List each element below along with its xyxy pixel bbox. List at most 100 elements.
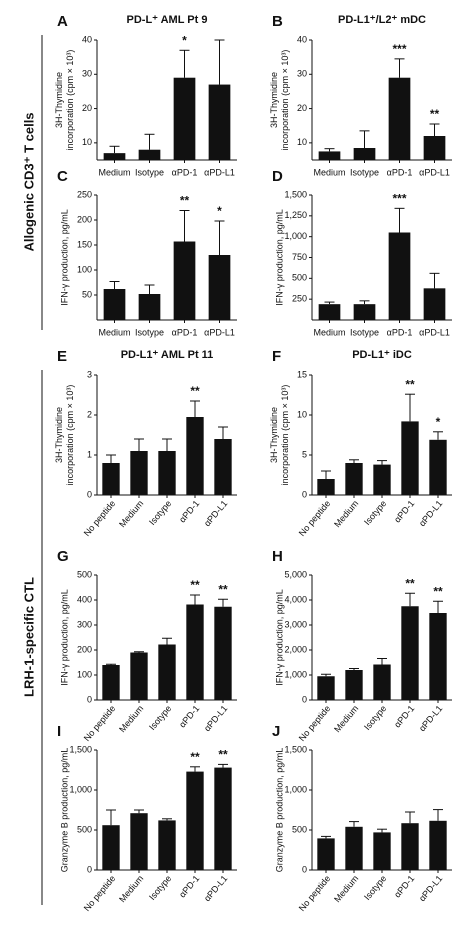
panel-letter: H <box>272 548 283 565</box>
bar <box>388 77 411 160</box>
y-axis-label: 3H-Thymidine <box>54 407 64 463</box>
significance: ** <box>218 748 228 762</box>
x-tick-label: Isotype <box>362 703 388 732</box>
y-tick-label: 2 <box>87 409 92 419</box>
x-tick-label: Medium <box>332 873 360 904</box>
x-tick-label: αPD-L1 <box>202 498 229 528</box>
x-tick-label: Isotype <box>350 327 379 337</box>
x-tick-label: αPD-1 <box>177 498 201 524</box>
significance: ** <box>405 576 415 590</box>
y-tick-label: 10 <box>82 137 92 147</box>
x-tick-label: No peptide <box>82 703 118 743</box>
significance: *** <box>392 42 406 56</box>
y-axis-label: 3H-Thymidine <box>54 72 64 128</box>
panel-letter: D <box>272 168 283 185</box>
bar <box>317 479 335 495</box>
bar <box>173 241 196 320</box>
x-tick-label: αPD-L1 <box>204 327 235 337</box>
y-tick-label: 1,000 <box>284 784 307 794</box>
bar <box>401 421 419 495</box>
bar <box>186 417 204 495</box>
bar <box>429 439 447 495</box>
significance: * <box>182 33 187 47</box>
x-tick-label: Medium <box>98 327 130 337</box>
x-tick-label: αPD-1 <box>392 873 416 899</box>
significance: ** <box>433 584 443 598</box>
x-tick-label: Isotype <box>147 703 173 732</box>
y-axis-label: IFN-γ production, pg/mL <box>274 589 284 686</box>
bar <box>373 664 391 700</box>
y-tick-label: 0 <box>302 864 307 874</box>
y-tick-label: 250 <box>77 189 92 199</box>
y-tick-label: 0 <box>87 489 92 499</box>
x-tick-label: αPD-L1 <box>417 873 444 903</box>
y-tick-label: 1,250 <box>284 210 307 220</box>
y-axis-label: Granzyme B production, pg/mL <box>59 748 69 873</box>
bar <box>138 149 161 160</box>
y-tick-label: 1 <box>87 449 92 459</box>
y-tick-label: 200 <box>77 644 92 654</box>
significance: ** <box>190 384 200 398</box>
panel-letter: J <box>272 723 280 740</box>
bar <box>130 451 148 495</box>
y-axis-label: Granzyme B production, pg/mL <box>274 748 284 873</box>
x-tick-label: No peptide <box>297 498 333 538</box>
bar <box>373 832 391 870</box>
bar <box>186 604 204 700</box>
significance: ** <box>405 377 415 391</box>
significance: ** <box>190 750 200 764</box>
bar <box>130 652 148 700</box>
bar <box>353 304 376 320</box>
bar <box>317 838 335 870</box>
bar <box>173 77 196 160</box>
bar <box>317 676 335 700</box>
y-tick-label: 0 <box>302 489 307 499</box>
x-tick-label: αPD-L1 <box>202 873 229 903</box>
x-tick-label: Isotype <box>147 498 173 527</box>
y-tick-label: 750 <box>292 252 307 262</box>
x-tick-label: Medium <box>313 167 345 177</box>
bar <box>345 670 363 700</box>
y-tick-label: 2,000 <box>284 644 307 654</box>
bar <box>353 148 376 160</box>
y-axis-label: incorporation (cpm × 10³) <box>65 50 75 151</box>
y-tick-label: 5,000 <box>284 569 307 579</box>
significance: ** <box>430 107 440 121</box>
x-tick-label: No peptide <box>82 498 118 538</box>
y-tick-label: 30 <box>297 69 307 79</box>
x-tick-label: αPD-1 <box>387 167 413 177</box>
y-tick-label: 40 <box>82 34 92 44</box>
significance: ** <box>218 582 228 596</box>
x-tick-label: αPD-L1 <box>202 703 229 733</box>
y-tick-label: 100 <box>77 669 92 679</box>
bar <box>345 463 363 495</box>
x-tick-label: Isotype <box>362 873 388 902</box>
bar <box>186 771 204 870</box>
panel-title: PD-L1⁺ iDC <box>352 349 412 361</box>
panel-title: PD-L1⁺ AML Pt 11 <box>121 349 214 361</box>
y-tick-label: 0 <box>87 694 92 704</box>
y-tick-label: 20 <box>297 103 307 113</box>
x-tick-label: Medium <box>117 703 145 734</box>
x-tick-label: αPD-L1 <box>419 167 450 177</box>
significance: *** <box>392 192 406 206</box>
bar <box>102 463 120 495</box>
bar <box>130 813 148 870</box>
x-tick-label: αPD-1 <box>392 498 416 524</box>
y-tick-label: 0 <box>302 694 307 704</box>
bar <box>345 826 363 870</box>
bar <box>429 820 447 870</box>
x-tick-label: αPD-L1 <box>204 167 235 177</box>
y-axis-label: IFN-γ production, pg/mL <box>59 589 69 686</box>
bar <box>423 136 446 160</box>
panel-letter: F <box>272 348 281 365</box>
x-tick-label: No peptide <box>297 873 333 913</box>
bar <box>401 823 419 870</box>
bar <box>208 255 231 320</box>
x-tick-label: No peptide <box>297 703 333 743</box>
x-tick-label: Isotype <box>350 167 379 177</box>
x-tick-label: Medium <box>98 167 130 177</box>
y-axis-label: 3H-Thymidine <box>269 407 279 463</box>
bar <box>214 439 232 495</box>
x-tick-label: Medium <box>313 327 345 337</box>
